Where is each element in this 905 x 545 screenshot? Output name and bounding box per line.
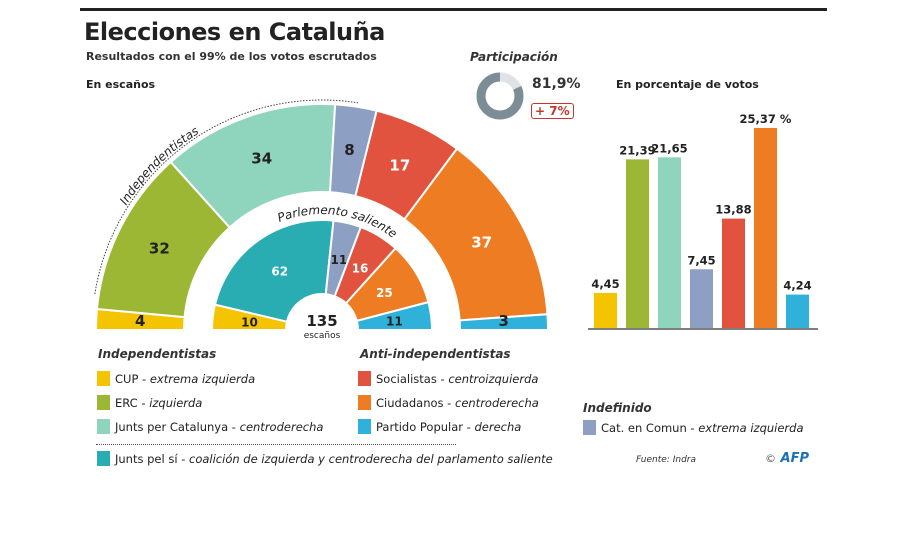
bar-label-ERC: 21,39 xyxy=(619,143,655,157)
legend-item-CatComu: Cat. en Comun - extrema izquierda xyxy=(583,420,804,435)
seat-label-inner-JxSi: 62 xyxy=(271,264,288,278)
legend-item-Cs: Ciudadanos - centroderecha xyxy=(358,395,539,410)
participation-label: Participación xyxy=(470,50,558,64)
legend-party-name: Ciudadanos xyxy=(376,395,444,410)
bar-Cs xyxy=(754,128,777,328)
seat-arc-inner-PP xyxy=(355,300,434,331)
legend-party-name: ERC xyxy=(115,395,138,410)
legend-swatch xyxy=(358,395,371,410)
bar-CatComu xyxy=(690,269,713,328)
total-seats-value: 135 xyxy=(306,312,337,330)
seat-label-inner-CatComu: 11 xyxy=(330,253,347,267)
seat-arc-inner-JxSi xyxy=(213,219,335,323)
legend-party-desc: centroderecha xyxy=(239,419,324,434)
bar-PP xyxy=(786,294,809,328)
legend-item-ERC: ERC - izquierda xyxy=(97,395,202,410)
seat-label-outer-PP: 3 xyxy=(499,312,509,330)
legend-party-name: Partido Popular xyxy=(376,419,464,434)
bar-label-PP: 4,24 xyxy=(783,279,811,293)
bar-JxCat xyxy=(658,157,681,328)
participation-donut-fill xyxy=(476,72,524,120)
seat-label-inner-PSC: 16 xyxy=(352,262,369,276)
legend-party-desc: centroderecha xyxy=(455,395,539,410)
legend-party-desc: coalición de izquierda y centroderecha d… xyxy=(189,451,553,466)
legend-party-name: Socialistas xyxy=(376,371,437,386)
bar-label-PSC: 13,88 xyxy=(715,203,751,217)
seat-label-inner-PP: 11 xyxy=(386,315,403,329)
seat-label-inner-Cs: 25 xyxy=(376,286,393,300)
legend-party-desc: izquierda xyxy=(149,395,203,410)
bar-label-Cs: 25,37 % xyxy=(740,112,792,126)
bar-label-JxCat: 21,65 xyxy=(651,141,687,155)
legend-item-JxSi: Junts pel sí - coalición de izquierda y … xyxy=(97,451,553,466)
seat-label-outer-ERC: 32 xyxy=(149,239,170,257)
legend-heading-anti: Anti-independentistas xyxy=(360,347,511,361)
participation-change-badge: + 7% xyxy=(531,103,574,119)
bar-label-CatComu: 7,45 xyxy=(687,253,715,267)
seat-arc-outer-PP xyxy=(458,313,550,331)
legend-party-desc: extrema izquierda xyxy=(149,371,256,386)
legend-party-name: Junts pel sí xyxy=(115,451,178,466)
legend-heading-independentistas: Independentistas xyxy=(98,347,217,361)
votes-heading: En porcentaje de votos xyxy=(616,78,759,91)
page-title: Elecciones en Cataluña xyxy=(84,18,385,46)
subtitle: Resultados con el 99% de los votos escru… xyxy=(86,50,377,63)
legend-party-desc: extrema izquierda xyxy=(698,420,804,435)
participation-value: 81,9% xyxy=(532,76,581,92)
legend-party-name: Junts per Catalunya xyxy=(115,419,229,434)
seat-label-outer-Cs: 37 xyxy=(471,234,492,252)
afp-credit: © AFP xyxy=(765,451,809,466)
total-seats-label: escaños xyxy=(304,331,341,341)
legend-swatch xyxy=(97,395,110,410)
independentistas-bracket xyxy=(94,99,359,295)
seat-label-outer-JxCat: 34 xyxy=(251,149,272,167)
legend-divider xyxy=(96,444,456,445)
legend-swatch xyxy=(97,371,110,386)
seat-label-outer-CatComu: 8 xyxy=(344,141,354,159)
seats-heading: En escaños xyxy=(86,78,156,91)
legend-party-name: CUP xyxy=(115,371,139,386)
legend-item-CUP: CUP - extrema izquierda xyxy=(97,371,255,386)
legend-swatch xyxy=(358,371,371,386)
top-rule xyxy=(80,8,827,11)
legend-swatch xyxy=(583,420,596,435)
legend-party-desc: centroizquierda xyxy=(448,371,539,386)
bar-label-CUP: 4,45 xyxy=(591,277,619,291)
legend-item-PSC: Socialistas - centroizquierda xyxy=(358,371,538,386)
legend-swatch xyxy=(97,451,110,466)
legend-party-name: Cat. en Comun xyxy=(601,420,687,435)
legend-item-PP: Partido Popular - derecha xyxy=(358,419,521,434)
seat-label-outer-PSC: 17 xyxy=(389,157,410,175)
bar-ERC xyxy=(626,159,649,328)
bar-CUP xyxy=(594,292,617,328)
legend-heading-indefinido: Indefinido xyxy=(583,401,652,415)
legend-swatch xyxy=(358,419,371,434)
legend-swatch xyxy=(97,419,110,434)
afp-logo: AFP xyxy=(780,451,810,466)
legend-item-JxCat: Junts per Catalunya - centroderecha xyxy=(97,419,323,434)
seat-label-inner-CUP: 10 xyxy=(241,316,258,330)
legend-party-desc: derecha xyxy=(474,419,522,434)
center-disc xyxy=(288,296,356,364)
copyright-symbol: © xyxy=(765,452,776,465)
source-note: Fuente: Indra xyxy=(636,455,697,465)
bar-PSC xyxy=(722,218,745,328)
seat-label-outer-CUP: 4 xyxy=(135,312,145,330)
